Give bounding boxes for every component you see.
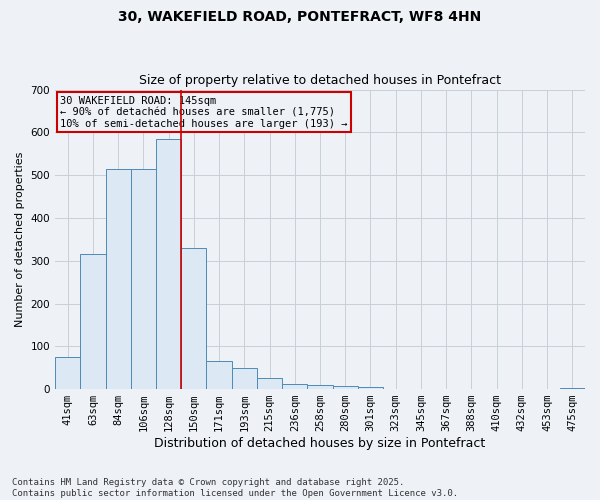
Bar	[131, 168, 156, 389]
Text: Contains HM Land Registry data © Crown copyright and database right 2025.
Contai: Contains HM Land Registry data © Crown c…	[12, 478, 458, 498]
Bar	[282, 384, 307, 389]
Bar	[257, 378, 282, 389]
Text: 30 WAKEFIELD ROAD: 145sqm
← 90% of detachéd houses are smaller (1,775)
10% of se: 30 WAKEFIELD ROAD: 145sqm ← 90% of detac…	[61, 96, 348, 128]
Bar	[206, 362, 232, 389]
Title: Size of property relative to detached houses in Pontefract: Size of property relative to detached ho…	[139, 74, 501, 87]
Bar	[358, 387, 383, 389]
Bar	[106, 168, 131, 389]
Y-axis label: Number of detached properties: Number of detached properties	[15, 152, 25, 327]
Bar	[181, 248, 206, 389]
Bar	[232, 368, 257, 389]
Bar	[332, 386, 358, 389]
Bar	[560, 388, 585, 389]
Bar	[80, 254, 106, 389]
Bar	[55, 357, 80, 389]
Bar	[156, 139, 181, 389]
X-axis label: Distribution of detached houses by size in Pontefract: Distribution of detached houses by size …	[154, 437, 485, 450]
Bar	[307, 385, 332, 389]
Text: 30, WAKEFIELD ROAD, PONTEFRACT, WF8 4HN: 30, WAKEFIELD ROAD, PONTEFRACT, WF8 4HN	[118, 10, 482, 24]
